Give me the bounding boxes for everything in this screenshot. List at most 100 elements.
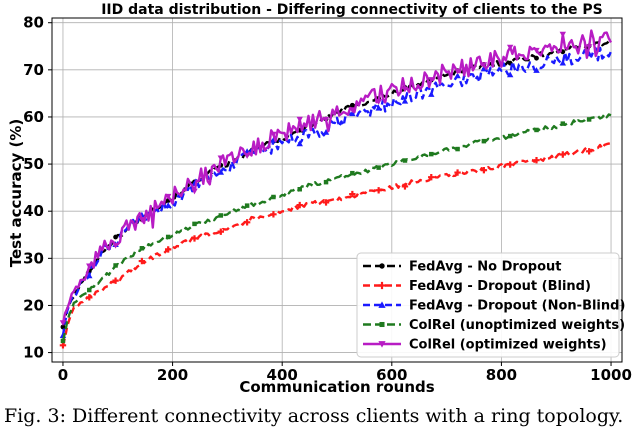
data-point-marker (59, 320, 67, 326)
legend-label: FedAvg - Dropout (Non-Blind) (409, 299, 625, 314)
data-point-marker (429, 151, 434, 157)
data-point-marker (480, 62, 488, 69)
x-axis-title: Communication rounds (239, 378, 434, 396)
data-point-marker (585, 148, 593, 155)
data-point-marker (560, 121, 566, 126)
x-tick-label: 200 (157, 366, 188, 384)
data-point-marker (375, 99, 382, 105)
data-point-marker (559, 59, 567, 66)
y-tick-label: 30 (23, 249, 44, 267)
data-point-marker (296, 116, 303, 123)
data-point-marker (428, 91, 435, 97)
data-point-marker (113, 234, 118, 240)
y-tick-label: 80 (23, 14, 44, 32)
data-point-marker (297, 187, 302, 192)
y-tick-label: 50 (23, 155, 44, 173)
data-point-marker (401, 183, 409, 190)
series-line (61, 40, 612, 328)
series-lines (59, 29, 613, 349)
legend-label: ColRel (unoptimized weights) (409, 318, 625, 333)
data-point-marker (379, 321, 385, 328)
data-point-marker (218, 213, 224, 218)
data-point-marker (86, 263, 93, 270)
legend-item: FedAvg - Dropout (Blind) (363, 279, 591, 294)
data-point-marker (59, 342, 67, 349)
data-point-marker (481, 138, 487, 144)
data-point-marker (164, 193, 172, 200)
data-point-marker (191, 188, 198, 195)
data-point-marker (455, 146, 460, 152)
x-tick-label: 800 (486, 366, 517, 384)
y-tick-label: 60 (23, 108, 44, 126)
data-point-marker (349, 107, 356, 114)
data-point-marker (217, 168, 225, 175)
data-point-marker (322, 116, 330, 123)
data-point-marker (586, 117, 592, 122)
data-point-marker (322, 129, 330, 135)
data-point-marker (192, 221, 197, 227)
data-point-marker (164, 246, 172, 253)
data-point-marker (139, 246, 145, 251)
data-point-marker (534, 55, 539, 61)
axis-ticks: 0 200 400 600 800 1000 10 20 30 40 50 60 70 80 (23, 14, 632, 384)
y-axis-title: Test accuracy (%) (7, 119, 25, 267)
data-point-marker (164, 202, 172, 208)
y-tick-label: 70 (23, 61, 44, 79)
data-point-marker (349, 102, 355, 108)
series-line (61, 46, 613, 336)
data-point-marker (217, 155, 225, 162)
data-point-marker (243, 219, 251, 226)
y-tick-label: 10 (23, 344, 44, 362)
data-point-marker (401, 86, 409, 93)
data-point-marker (506, 44, 514, 51)
data-point-marker (191, 235, 198, 242)
series-line (61, 113, 612, 342)
data-point-marker (375, 187, 382, 194)
chart-title: IID data distribution - Differing connec… (101, 2, 603, 18)
data-point-marker (138, 257, 146, 265)
data-point-marker (454, 169, 461, 176)
data-point-marker (296, 201, 303, 209)
data-point-marker (112, 277, 119, 284)
data-point-marker (507, 133, 513, 139)
data-point-marker (138, 217, 146, 223)
series-3 (60, 113, 612, 344)
series-line (61, 29, 613, 324)
data-point-marker (217, 228, 225, 235)
figure-caption: Fig. 3: Different connectivity across cl… (4, 405, 624, 427)
data-point-marker (454, 68, 461, 75)
data-point-marker (559, 31, 567, 38)
data-point-marker (86, 294, 93, 301)
data-point-marker (270, 211, 277, 218)
x-tick-label: 0 (58, 366, 68, 384)
data-point-marker (506, 71, 514, 78)
data-point-marker (378, 301, 386, 308)
data-point-marker (534, 127, 539, 133)
data-point-marker (378, 281, 386, 290)
data-point-marker (243, 153, 251, 159)
data-point-marker (454, 72, 461, 79)
data-point-marker (113, 263, 118, 268)
data-point-marker (375, 104, 382, 111)
grid-lines (52, 18, 622, 362)
data-point-marker (533, 156, 540, 164)
data-point-marker (480, 65, 488, 72)
data-point-marker (60, 324, 66, 330)
data-point-marker (480, 166, 488, 174)
series-1 (59, 141, 612, 349)
legend-item: FedAvg - Dropout (Non-Blind) (363, 299, 625, 314)
x-tick-label: 600 (376, 366, 407, 384)
data-point-marker (349, 190, 356, 198)
y-tick-label: 20 (23, 296, 44, 314)
data-point-marker (379, 263, 385, 269)
legend-item: FedAvg - No Dropout (363, 260, 561, 275)
data-point-marker (533, 67, 540, 73)
data-point-marker (271, 194, 276, 200)
line-chart: IID data distribution - Differing connec… (7, 2, 632, 396)
legend-label: FedAvg - Dropout (Blind) (409, 279, 591, 294)
data-point-marker (401, 97, 409, 104)
data-point-marker (165, 234, 171, 240)
data-point-marker (86, 272, 93, 279)
data-point-marker (402, 158, 408, 163)
